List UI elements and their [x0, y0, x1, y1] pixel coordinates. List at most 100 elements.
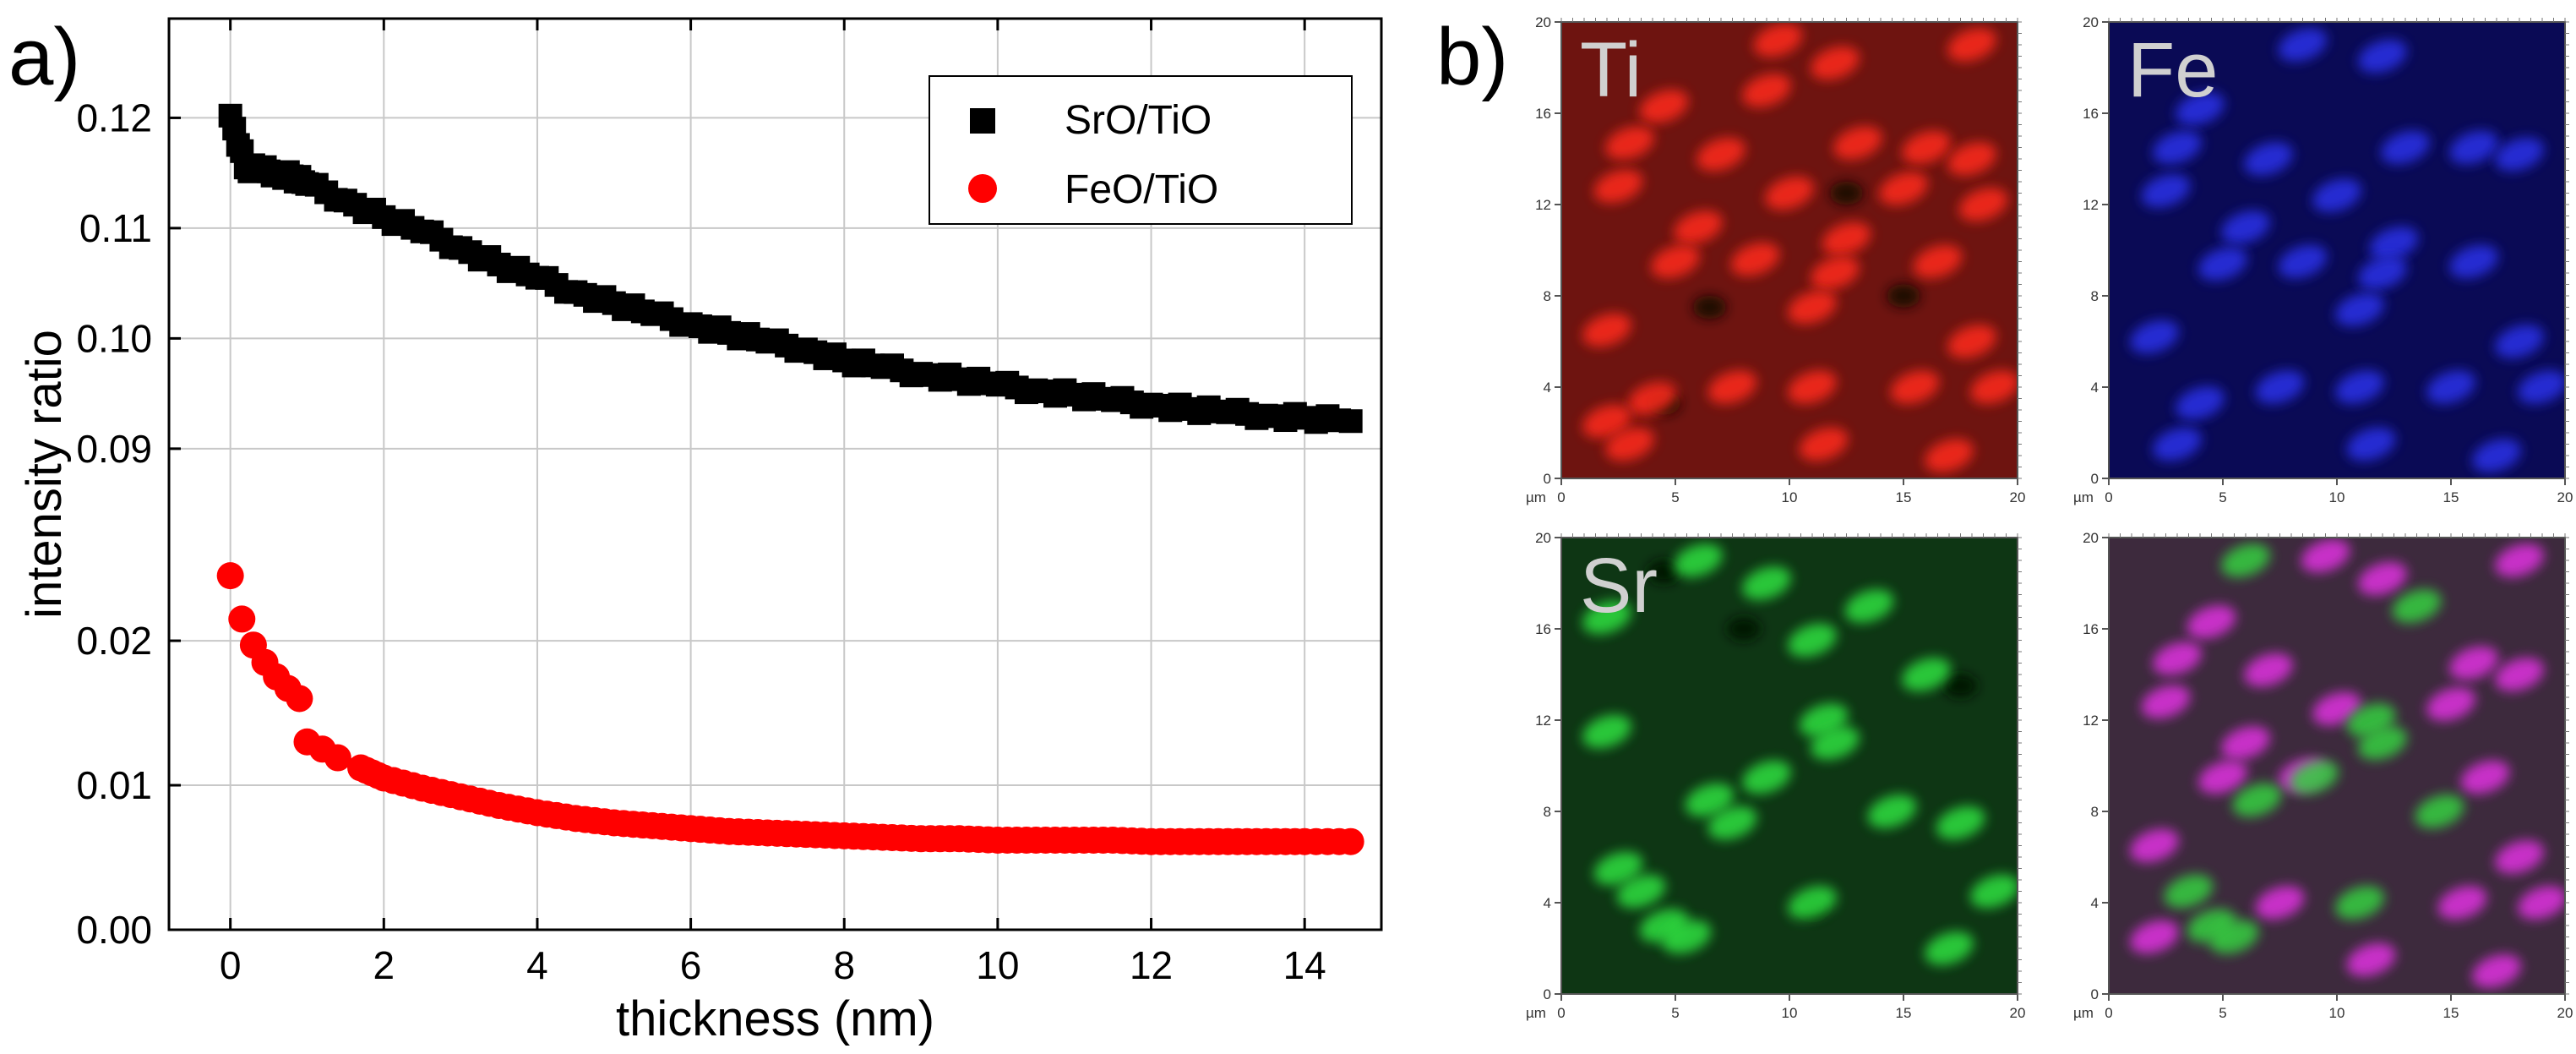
- map-y-tick-label: 20: [1535, 530, 1551, 546]
- bright-spot: [1639, 90, 1689, 123]
- map-x-tick-label: 15: [2443, 489, 2459, 505]
- map-x-tick-label: 20: [2010, 489, 2026, 505]
- bright-spot: [1970, 370, 2018, 404]
- map-y-tick-label: 16: [2083, 621, 2099, 637]
- element-map: 0 5 10 15 20 0 4 8 12 16 20 µm: [2073, 530, 2573, 1021]
- map-unit-label: µm: [1526, 1005, 1546, 1021]
- bright-spot: [2278, 28, 2328, 62]
- map-y-tick-label: 12: [1535, 197, 1551, 213]
- bright-spot: [2141, 174, 2191, 208]
- dark-spot: [1829, 181, 1864, 205]
- bright-spot: [1936, 806, 1985, 840]
- bright-spot: [2335, 292, 2384, 326]
- feO-tiO-point: [1326, 827, 1353, 855]
- feO-tiO-point: [1089, 827, 1117, 854]
- map-y-tick-label: 20: [2083, 530, 2099, 546]
- bright-spot: [1788, 886, 1837, 920]
- y-tick-label-upper: 0.10: [76, 316, 152, 360]
- bright-spot: [2518, 370, 2565, 404]
- bright-spot: [1947, 28, 1996, 62]
- bright-spot: [2335, 370, 2384, 404]
- bright-spot: [1582, 313, 1631, 347]
- x-tick-label: 14: [1283, 943, 1326, 987]
- map-y-tick-label: 16: [2083, 106, 2099, 122]
- bright-spot: [1833, 126, 1882, 160]
- bright-spot: [1707, 806, 1757, 840]
- feO-tiO-point: [859, 823, 887, 851]
- bright-spot: [2460, 760, 2510, 795]
- bright-spot: [2153, 642, 2202, 675]
- x-tick-label: 0: [220, 943, 242, 987]
- feO-tiO-point: [705, 816, 733, 844]
- bright-spot: [1707, 370, 1757, 404]
- feO-tiO-point: [974, 826, 1002, 854]
- feO-tiO-point: [1128, 827, 1156, 855]
- bright-spot: [1605, 126, 1654, 160]
- y-tick-label-upper: 0.12: [76, 96, 152, 139]
- bright-spot: [1674, 210, 1723, 244]
- element-label: Ti: [1580, 27, 1642, 113]
- legend-marker-feo: [968, 174, 997, 203]
- map-x-tick-label: 20: [2557, 1005, 2573, 1021]
- bright-spot: [1867, 795, 1917, 828]
- map-image: [2109, 538, 2565, 994]
- bright-spot: [1696, 137, 1745, 172]
- dark-spot: [1727, 617, 1761, 641]
- map-x-tick-label: 0: [2105, 489, 2112, 505]
- bright-spot: [2130, 828, 2179, 863]
- map-x-tick-label: 10: [2329, 489, 2345, 505]
- map-unit-label: µm: [2073, 1005, 2094, 1021]
- map-y-tick-label: 4: [1544, 895, 1551, 911]
- map-x-tick-label: 0: [1557, 1005, 1565, 1021]
- dark-spot: [1647, 560, 1681, 584]
- bright-spot-secondary: [2164, 874, 2214, 909]
- bright-spot: [1765, 176, 1814, 210]
- bright-spot: [2301, 538, 2350, 573]
- bright-spot-secondary: [2335, 886, 2384, 920]
- dark-spot: [1692, 295, 1727, 319]
- bright-spot: [1811, 46, 1860, 80]
- map-x-tick-label: 5: [2219, 489, 2226, 505]
- map-y-tick-label: 0: [2091, 986, 2099, 1002]
- bright-spot: [1958, 188, 2008, 221]
- bright-spot: [2221, 210, 2270, 244]
- bright-spot: [1844, 589, 1894, 623]
- bright-spot: [1582, 600, 1631, 635]
- bright-spot: [1685, 783, 1735, 817]
- bright-spot: [2176, 386, 2225, 420]
- bright-spot: [2495, 137, 2544, 172]
- bright-spot: [2244, 653, 2293, 687]
- bright-spot: [2449, 130, 2498, 165]
- y-tick-label-lower: 0.00: [76, 908, 152, 952]
- bright-spot: [2358, 256, 2407, 290]
- legend-label-sro: SrO/TiO: [1065, 98, 1212, 143]
- bright-spot: [2198, 760, 2247, 795]
- x-axis-label: thickness (nm): [616, 991, 934, 1046]
- map-x-tick-label: 15: [1896, 489, 1912, 505]
- feO-tiO-point: [1281, 827, 1309, 855]
- bright-spot: [2449, 646, 2498, 680]
- bright-spot: [1674, 543, 1723, 577]
- bright-spot: [1890, 370, 1940, 404]
- legend-marker-sro: [970, 108, 995, 134]
- bright-spot: [1811, 726, 1860, 760]
- bright-spot: [1925, 439, 1974, 472]
- bright-spot: [2187, 605, 2236, 639]
- bright-spot: [2141, 685, 2191, 719]
- srO-tiO-point: [1283, 401, 1307, 426]
- panel-a-label: a): [8, 12, 80, 102]
- bright-spot: [1947, 142, 1996, 176]
- map-image: [1561, 22, 2018, 478]
- map-y-tick-label: 12: [1535, 713, 1551, 729]
- y-tick-label-lower: 0.02: [76, 619, 152, 663]
- map-x-tick-label: 10: [1782, 1005, 1798, 1021]
- feO-tiO-point: [820, 822, 848, 849]
- x-tick-label: 8: [833, 943, 855, 987]
- bright-spot-secondary: [2358, 726, 2407, 760]
- bright-spot: [2495, 658, 2544, 691]
- bright-spot: [2198, 247, 2247, 281]
- bright-spot: [2495, 325, 2544, 358]
- feO-tiO-point: [1051, 827, 1079, 854]
- bright-spot: [1811, 256, 1860, 290]
- map-image: [1561, 538, 2018, 994]
